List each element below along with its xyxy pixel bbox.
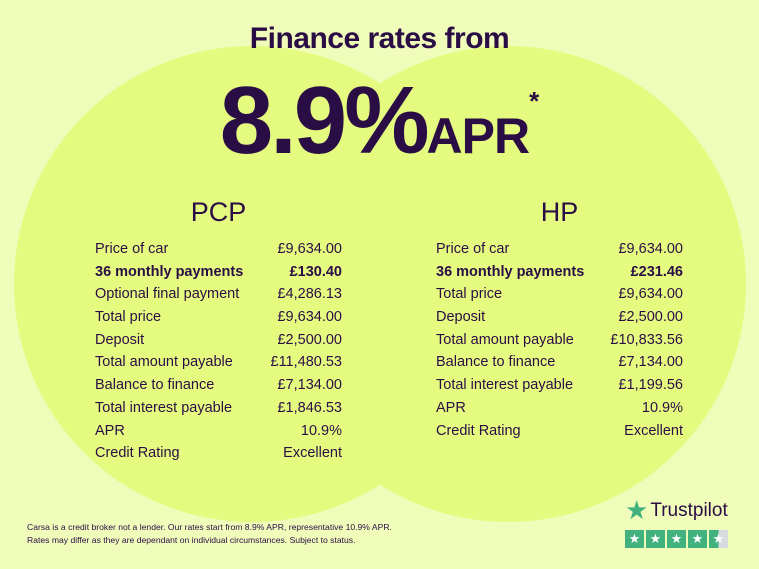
row-label: 36 monthly payments <box>436 263 585 280</box>
table-row: Balance to finance £7,134.00 <box>436 351 683 374</box>
row-label: Total amount payable <box>436 331 574 348</box>
hp-title: HP <box>540 197 579 227</box>
trustpilot-badge[interactable]: ★ Trustpilot ★ ★ ★ ★ ★ <box>625 495 728 548</box>
table-row: Balance to finance £7,134.00 <box>95 374 342 397</box>
row-label: Price of car <box>436 241 510 257</box>
row-label: APR <box>95 422 125 439</box>
trustpilot-rating: ★ ★ ★ ★ ★ <box>625 530 728 548</box>
disclaimer-line-1: Carsa is a credit broker not a lender. O… <box>27 522 392 532</box>
table-row: Total amount payable £11,480.53 <box>95 351 342 374</box>
rating-star-icon: ★ <box>646 530 665 548</box>
table-row: Credit Rating Excellent <box>436 420 683 443</box>
table-row: Optional final payment £4,286.13 <box>95 283 342 306</box>
table-row: Total amount payable £10,833.56 <box>436 329 683 352</box>
row-value: £7,134.00 <box>277 377 342 394</box>
row-label: 36 monthly payments <box>95 263 244 280</box>
table-row: Deposit £2,500.00 <box>95 329 342 352</box>
pcp-title: PCP <box>190 197 247 227</box>
row-label: Total amount payable <box>95 354 233 371</box>
row-label: Total interest payable <box>95 399 233 416</box>
rating-star-icon: ★ <box>709 530 728 548</box>
row-value: Excellent <box>624 422 683 439</box>
row-value: £130.40 <box>289 263 342 280</box>
row-value: £11,480.53 <box>270 354 343 371</box>
row-value: £231.46 <box>630 263 683 280</box>
table-row: APR 10.9% <box>436 397 683 420</box>
table-row: Credit Rating Excellent <box>95 442 342 465</box>
table-row: APR 10.9% <box>95 420 342 443</box>
row-value: £2,500.00 <box>277 331 342 348</box>
asterisk: * <box>529 86 540 116</box>
headline-subtitle: Finance rates from <box>249 22 510 55</box>
row-label: Balance to finance <box>436 354 556 371</box>
background-circle-right <box>270 46 746 522</box>
table-row: Total interest payable £1,199.56 <box>436 374 683 397</box>
table-row: Deposit £2,500.00 <box>436 306 683 329</box>
row-value: 10.9% <box>641 399 683 416</box>
row-value: £1,846.53 <box>277 399 342 416</box>
table-row: Total price £9,634.00 <box>95 306 342 329</box>
row-value: £4,286.13 <box>277 286 342 303</box>
table-row: 36 monthly payments £231.46 <box>436 261 683 284</box>
table-row: Price of car £9,634.00 <box>436 238 683 261</box>
row-value: £9,634.00 <box>618 286 683 303</box>
row-label: Credit Rating <box>436 422 521 439</box>
trustpilot-star-icon: ★ <box>625 495 649 525</box>
row-value: £7,134.00 <box>618 354 683 371</box>
rating-star-icon: ★ <box>688 530 707 548</box>
table-row: Price of car £9,634.00 <box>95 238 342 261</box>
apr-label: APR <box>426 108 531 164</box>
trustpilot-name: Trustpilot <box>650 499 728 521</box>
pcp-table: PCP Price of car £9,634.00 36 monthly paym… <box>95 197 342 465</box>
row-label: Total interest payable <box>436 377 574 394</box>
row-value: 10.9% <box>300 422 342 439</box>
row-value: £9,634.00 <box>277 241 342 257</box>
hp-table: HP Price of car £9,634.00 36 monthly payme… <box>436 197 683 442</box>
row-value: £2,500.00 <box>618 309 683 326</box>
row-label: Price of car <box>95 241 169 257</box>
table-row: Total price £9,634.00 <box>436 283 683 306</box>
row-value: £10,833.56 <box>610 331 683 348</box>
disclaimer-line-2: Rates may differ as they are dependant o… <box>27 535 356 545</box>
row-label: Optional final payment <box>95 286 240 303</box>
row-label: APR <box>436 399 466 416</box>
row-label: Balance to finance <box>95 377 215 394</box>
row-label: Deposit <box>95 331 145 348</box>
row-value: Excellent <box>283 445 342 462</box>
rate-value: 8.9% <box>219 67 430 174</box>
row-label: Deposit <box>436 309 486 326</box>
row-label: Total price <box>436 286 503 303</box>
row-label: Total price <box>95 309 162 326</box>
table-row: 36 monthly payments £130.40 <box>95 261 342 284</box>
disclaimer: Carsa is a credit broker not a lender. O… <box>27 521 392 547</box>
row-value: £1,199.56 <box>618 377 683 394</box>
headline-rate: 8.9%APR* <box>0 66 759 176</box>
row-value: £9,634.00 <box>277 309 342 326</box>
row-label: Credit Rating <box>95 445 180 462</box>
row-value: £9,634.00 <box>618 241 683 257</box>
rating-star-icon: ★ <box>667 530 686 548</box>
rating-star-icon: ★ <box>625 530 644 548</box>
table-row: Total interest payable £1,846.53 <box>95 397 342 420</box>
